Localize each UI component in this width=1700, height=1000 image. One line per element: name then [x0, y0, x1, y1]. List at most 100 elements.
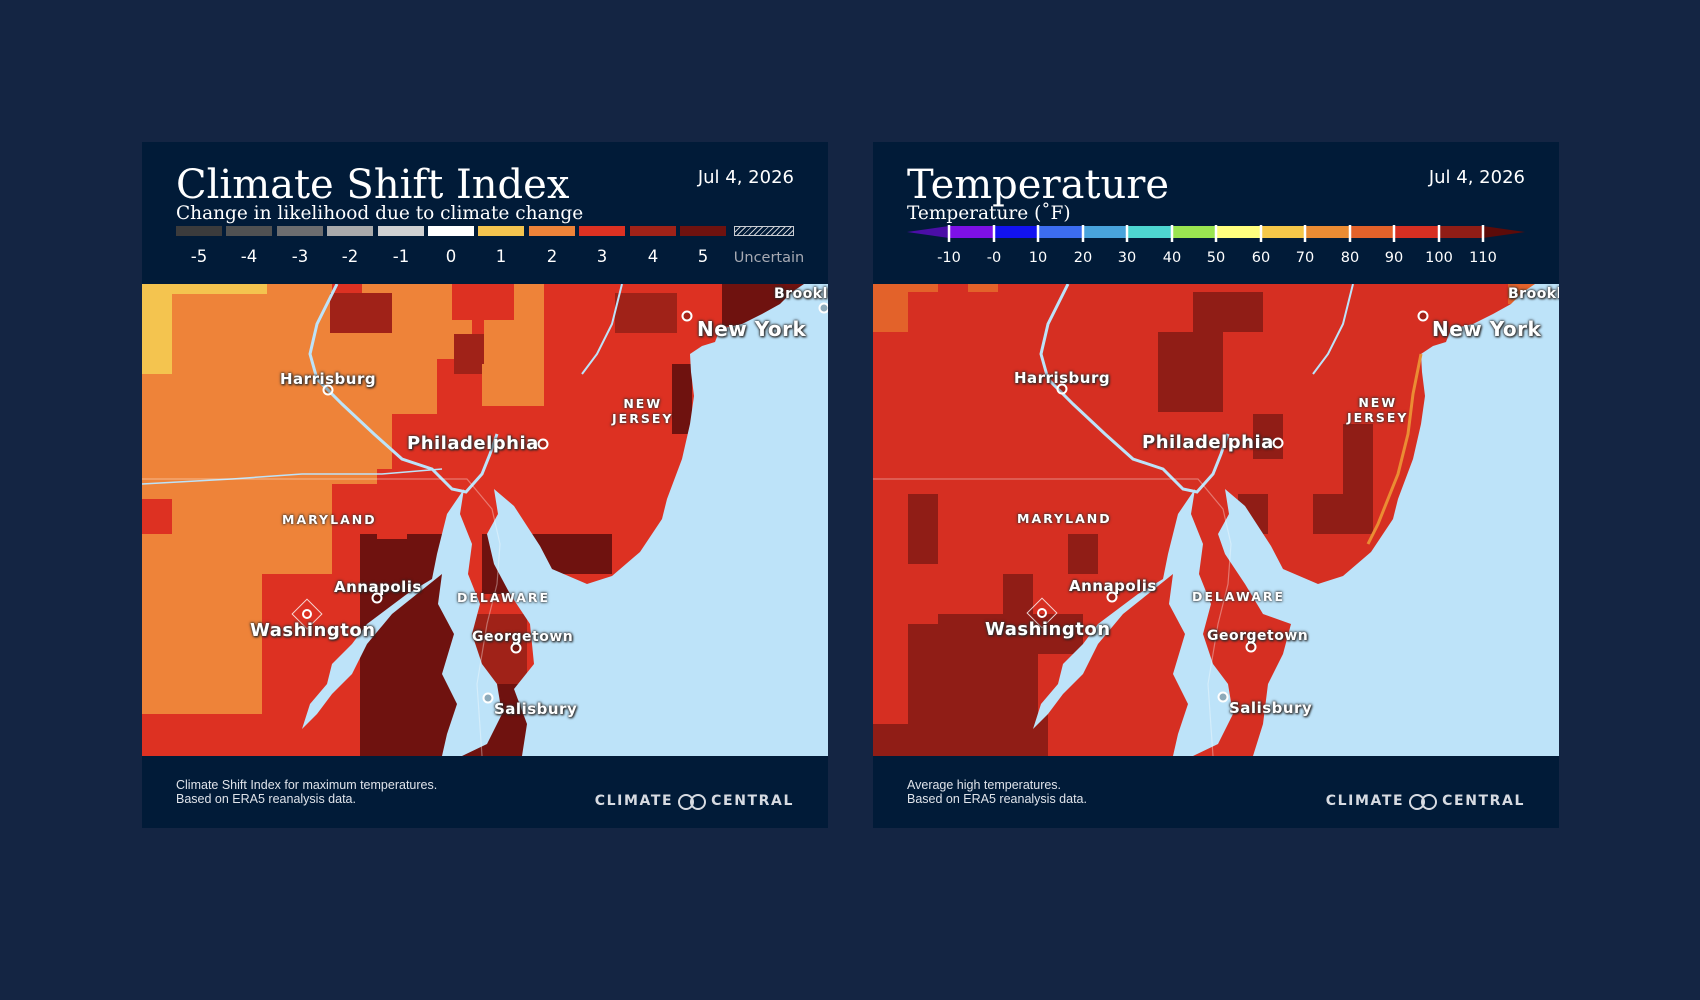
legend-label: -5	[190, 247, 208, 266]
temperature-map[interactable]: Brookl New York Harrisburg Philadelphia …	[873, 284, 1559, 756]
legend-swatch	[176, 226, 222, 236]
csi-map[interactable]: Brookl New York Harrisburg Philadelphia …	[142, 284, 828, 756]
city-label-new-york: New York	[1432, 317, 1542, 341]
legend-swatch	[277, 226, 323, 236]
legend-label: -10	[937, 250, 961, 266]
city-label-salisbury: Salisbury	[494, 700, 578, 718]
brand-text: CLIMATE	[594, 793, 674, 809]
csi-card: Climate Shift Index Change in likelihood…	[142, 142, 828, 828]
climate-central-logo: CLIMATE CENTRAL	[1325, 793, 1525, 810]
state-label-line: NEW	[623, 396, 663, 411]
state-label-line: JERSEY	[1347, 410, 1409, 425]
city-label-philadelphia: Philadelphia	[407, 433, 539, 454]
state-label-maryland: MARYLAND	[282, 512, 377, 527]
legend-label: 90	[1384, 250, 1404, 266]
city-marker	[1245, 641, 1257, 653]
legend-label: -4	[240, 247, 258, 266]
panel-date: Jul 4, 2026	[697, 167, 794, 188]
legend-label: 50	[1206, 250, 1226, 266]
legend-label: -3	[291, 247, 309, 266]
legend-label: 1	[495, 247, 507, 266]
city-label-brooklyn: Brookl	[774, 286, 828, 302]
temperature-legend: -10 -0 10 20 30 40 50 60 70 80 90 100 11…	[907, 225, 1537, 268]
city-label-salisbury: Salisbury	[1229, 699, 1313, 717]
city-marker	[537, 438, 549, 450]
city-marker	[818, 302, 828, 314]
city-marker	[322, 384, 334, 396]
city-marker	[1417, 310, 1429, 322]
city-marker	[1217, 691, 1229, 703]
footer-line: Based on ERA5 reanalysis data.	[176, 792, 356, 806]
legend-label: 30	[1117, 250, 1137, 266]
csi-legend: -5 -4 -3 -2 -1 0 1 2 3 4 5 Uncertain	[176, 226, 806, 268]
brand-text: CENTRAL	[711, 793, 794, 809]
panel-date: Jul 4, 2026	[1428, 167, 1525, 188]
legend-label: 2	[546, 247, 558, 266]
infinity-logo-icon	[677, 794, 707, 810]
city-marker	[1106, 591, 1118, 603]
city-marker	[1272, 437, 1284, 449]
city-marker	[482, 692, 494, 704]
legend-swatch	[680, 226, 726, 236]
legend-label: 3	[596, 247, 608, 266]
city-label-georgetown: Georgetown	[1207, 628, 1309, 644]
legend-swatch	[478, 226, 524, 236]
csi-map-graphic	[142, 284, 828, 756]
brand-text: CLIMATE	[1325, 793, 1405, 809]
legend-label: 0	[445, 247, 457, 266]
city-label-philadelphia: Philadelphia	[1142, 432, 1274, 453]
state-label-line: NEW	[1358, 395, 1398, 410]
panel-footer: Climate Shift Index for maximum temperat…	[176, 778, 437, 806]
city-marker	[1056, 383, 1068, 395]
legend-label: -2	[341, 247, 359, 266]
legend-label: 100	[1425, 250, 1453, 266]
infinity-logo-icon	[1408, 794, 1438, 810]
city-label-washington: Washington	[250, 620, 376, 641]
state-label-new-jersey: NEW JERSEY	[612, 396, 673, 426]
legend-label: 80	[1340, 250, 1360, 266]
legend-label: 10	[1028, 250, 1048, 266]
city-label-annapolis: Annapolis	[1069, 577, 1157, 595]
legend-uncertain-swatch	[734, 226, 794, 236]
city-marker	[371, 592, 383, 604]
state-label-new-jersey: NEW JERSEY	[1347, 395, 1408, 425]
city-label-harrisburg: Harrisburg	[1014, 369, 1111, 387]
city-marker	[510, 642, 522, 654]
legend-swatch	[529, 226, 575, 236]
legend-label: 70	[1295, 250, 1315, 266]
state-label-delaware: DELAWARE	[457, 590, 551, 605]
temperature-map-graphic	[873, 284, 1559, 756]
legend-swatch	[428, 226, 474, 236]
city-label-brooklyn: Brookl	[1508, 286, 1559, 302]
footer-line: Average high temperatures.	[907, 778, 1062, 792]
footer-line: Based on ERA5 reanalysis data.	[907, 792, 1087, 806]
city-marker	[681, 310, 693, 322]
legend-swatch	[226, 226, 272, 236]
state-label-delaware: DELAWARE	[1192, 589, 1286, 604]
temperature-card: Temperature Temperature (˚F) Jul 4, 2026	[873, 142, 1559, 828]
legend-swatch	[378, 226, 424, 236]
state-label-maryland: MARYLAND	[1017, 511, 1112, 526]
climate-central-logo: CLIMATE CENTRAL	[594, 793, 794, 810]
city-label-harrisburg: Harrisburg	[280, 370, 377, 388]
legend-swatch	[630, 226, 676, 236]
brand-text: CENTRAL	[1442, 793, 1525, 809]
city-label-annapolis: Annapolis	[334, 578, 422, 596]
legend-uncertain-label: Uncertain	[733, 250, 805, 266]
panel-subtitle: Temperature (˚F)	[907, 203, 1071, 224]
state-label-line: JERSEY	[612, 411, 674, 426]
panel-title: Climate Shift Index	[176, 162, 570, 208]
legend-label: 110	[1469, 250, 1497, 266]
footer-line: Climate Shift Index for maximum temperat…	[176, 778, 438, 792]
legend-label: -1	[392, 247, 410, 266]
legend-label: -0	[986, 250, 1002, 266]
city-label-georgetown: Georgetown	[472, 629, 574, 645]
temperature-colorbar	[907, 225, 1525, 242]
panel-footer: Average high temperatures. Based on ERA5…	[907, 778, 1087, 806]
city-label-new-york: New York	[697, 317, 807, 341]
panel-subtitle: Change in likelihood due to climate chan…	[176, 203, 584, 224]
legend-label: 40	[1162, 250, 1182, 266]
legend-label: 5	[697, 247, 709, 266]
city-label-washington: Washington	[985, 619, 1111, 640]
legend-label: 20	[1073, 250, 1093, 266]
